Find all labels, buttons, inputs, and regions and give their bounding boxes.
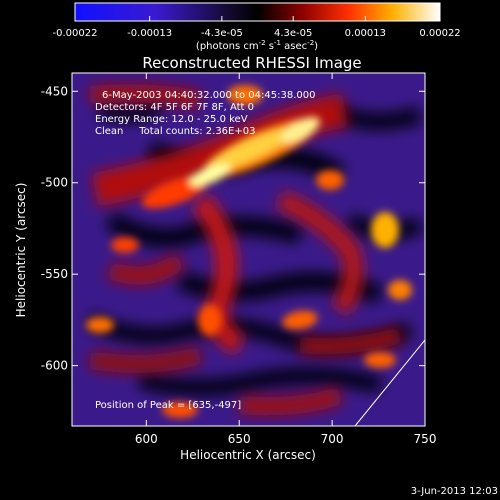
- footer-date: 3-Jun-2013 12:03: [411, 486, 498, 497]
- y-tick-label: -450: [41, 84, 68, 98]
- x-tick-label: 650: [228, 432, 251, 446]
- x-tick-label: 750: [414, 432, 437, 446]
- colorbar-tick-label: -0.00022: [53, 28, 98, 39]
- plot-frame: [71, 72, 426, 427]
- colorbar-tick-label: -0.00013: [127, 28, 172, 39]
- annotation-time-range: 6-May-2003 04:40:32.000 to 04:45:38.000: [102, 90, 315, 101]
- y-tick-label: -600: [41, 359, 68, 373]
- colorbar-unit-label: (photons cm-2 s-1 asec-2): [196, 39, 318, 52]
- x-axis-label: Heliocentric X (arcsec): [180, 448, 316, 462]
- annotation-block: 6-May-2003 04:40:32.000 to 04:45:38.000 …: [95, 90, 315, 137]
- heatmap-image: [72, 73, 425, 426]
- colorbar-tick-label: -4.3e-05: [201, 28, 243, 39]
- y-tick-label: -550: [41, 267, 68, 281]
- colorbar-tick-label: 0.00013: [345, 28, 386, 39]
- annotation-total-counts: Clean Total counts: 2.36E+03: [95, 126, 255, 137]
- chart-title: Reconstructed RHESSI Image: [142, 54, 361, 72]
- y-axis-label: Heliocentric Y (arcsec): [14, 183, 28, 318]
- peak-position-label: Position of Peak = [635,-497]: [95, 400, 241, 411]
- axis-ticks: 600 650 700 750 -450 -500 -550 -600: [41, 73, 437, 446]
- x-tick-label: 700: [321, 432, 344, 446]
- colorbar-ticks: -0.00022 -0.00013 -4.3e-05 4.3e-05 0.00013 0.…: [53, 16, 461, 39]
- colorbar-gradient: [74, 2, 441, 22]
- colorbar: -0.00022 -0.00013 -4.3e-05 4.3e-05 0.00013 0.…: [53, 2, 461, 52]
- colorbar-tick-label: 0.00022: [419, 28, 460, 39]
- y-tick-label: -500: [41, 176, 68, 190]
- colorbar-tick-label: 4.3e-05: [274, 28, 312, 39]
- heatmap-bright-sources: [86, 85, 412, 418]
- x-tick-label: 600: [135, 432, 158, 446]
- annotation-energy-range: Energy Range: 12.0 - 25.0 keV: [95, 114, 248, 125]
- annotation-detectors: Detectors: 4F 5F 6F 7F 8F, Att 0: [95, 102, 254, 113]
- limb-line: [354, 339, 425, 426]
